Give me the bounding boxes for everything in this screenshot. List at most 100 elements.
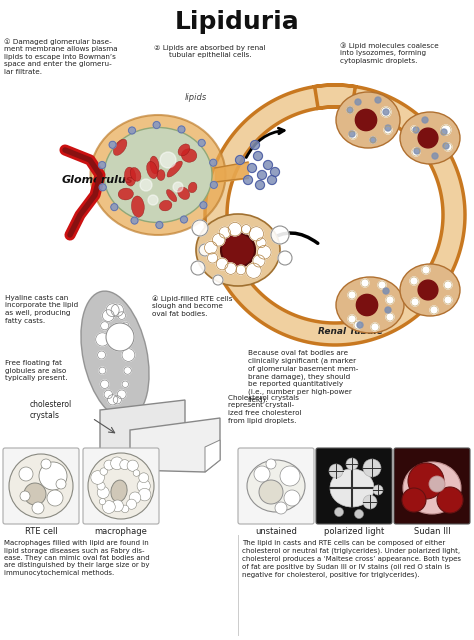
Ellipse shape (400, 264, 460, 316)
Circle shape (122, 322, 129, 330)
Ellipse shape (131, 196, 144, 217)
Circle shape (247, 163, 256, 173)
Circle shape (156, 221, 163, 228)
Circle shape (386, 296, 394, 304)
Circle shape (111, 204, 118, 211)
Ellipse shape (400, 112, 460, 164)
Ellipse shape (124, 167, 136, 186)
Text: Sudan III: Sudan III (414, 527, 450, 536)
Circle shape (408, 463, 444, 499)
Circle shape (410, 277, 418, 285)
Circle shape (99, 367, 106, 374)
Circle shape (39, 462, 67, 490)
Circle shape (257, 170, 266, 179)
Circle shape (148, 195, 158, 205)
Circle shape (192, 220, 208, 236)
Circle shape (100, 468, 108, 476)
Circle shape (41, 459, 51, 469)
Ellipse shape (336, 92, 400, 148)
Ellipse shape (166, 189, 177, 202)
Circle shape (208, 253, 218, 263)
Circle shape (356, 109, 377, 131)
Circle shape (91, 470, 104, 484)
Circle shape (106, 304, 119, 317)
Circle shape (113, 396, 121, 404)
Circle shape (422, 266, 430, 274)
Circle shape (140, 179, 152, 191)
Circle shape (181, 216, 188, 223)
Circle shape (236, 265, 246, 275)
Circle shape (228, 222, 242, 236)
Circle shape (133, 470, 140, 476)
Circle shape (371, 323, 379, 331)
Circle shape (122, 381, 128, 387)
Circle shape (104, 460, 114, 470)
Text: Hyaline casts can
incorporate the lipid
as well, producing
fatty casts.: Hyaline casts can incorporate the lipid … (5, 295, 78, 323)
Ellipse shape (91, 115, 226, 235)
Circle shape (24, 483, 46, 505)
Circle shape (355, 509, 364, 518)
Circle shape (378, 281, 386, 289)
Ellipse shape (159, 200, 172, 211)
Circle shape (370, 137, 376, 143)
Text: cholesterol
crystals: cholesterol crystals (30, 400, 72, 420)
Circle shape (418, 280, 438, 300)
Circle shape (242, 225, 251, 234)
Ellipse shape (336, 277, 404, 333)
Ellipse shape (157, 170, 165, 180)
Circle shape (88, 453, 154, 519)
Polygon shape (100, 400, 185, 460)
Circle shape (173, 182, 183, 192)
Text: ② Lipids are absorbed by renal
tubular epithelial cells.: ② Lipids are absorbed by renal tubular e… (154, 45, 266, 58)
Circle shape (104, 390, 112, 399)
Ellipse shape (330, 469, 374, 507)
Circle shape (138, 488, 151, 501)
Circle shape (96, 333, 109, 346)
Circle shape (256, 238, 266, 248)
Circle shape (110, 457, 123, 470)
Circle shape (375, 97, 381, 103)
Circle shape (137, 479, 150, 493)
Circle shape (124, 367, 131, 374)
Circle shape (418, 128, 438, 148)
Circle shape (443, 143, 449, 149)
Text: ③ Lipid molecules coalesce
into lysozomes, forming
cytoplasmic droplets.: ③ Lipid molecules coalesce into lysozome… (340, 42, 439, 63)
Text: polarized light: polarized light (324, 527, 384, 536)
Circle shape (385, 125, 391, 131)
Circle shape (108, 395, 118, 405)
Ellipse shape (104, 127, 212, 223)
Polygon shape (205, 85, 465, 345)
Circle shape (349, 131, 355, 137)
Circle shape (383, 288, 389, 294)
Circle shape (348, 315, 356, 323)
Ellipse shape (178, 187, 190, 200)
Text: Free floating fat
globules are also
typically present.: Free floating fat globules are also typi… (5, 360, 67, 381)
Circle shape (102, 500, 115, 513)
Circle shape (160, 152, 176, 168)
Circle shape (98, 351, 106, 359)
Circle shape (120, 460, 130, 470)
Circle shape (441, 125, 451, 135)
Circle shape (267, 175, 276, 184)
Circle shape (361, 279, 369, 287)
Circle shape (225, 263, 237, 275)
Circle shape (212, 234, 225, 246)
Ellipse shape (196, 214, 280, 286)
Circle shape (335, 508, 344, 516)
Circle shape (284, 490, 300, 506)
FancyBboxPatch shape (394, 448, 470, 524)
Circle shape (385, 307, 391, 313)
Circle shape (414, 148, 420, 154)
Circle shape (386, 313, 394, 321)
Circle shape (264, 161, 273, 170)
Circle shape (346, 458, 358, 470)
Circle shape (219, 227, 230, 238)
Circle shape (357, 322, 363, 328)
Circle shape (99, 184, 106, 191)
FancyBboxPatch shape (238, 448, 314, 524)
Text: Cholesterol crystals
represent crystall-
ized free cholesterol
from lipid drople: Cholesterol crystals represent crystall-… (228, 395, 301, 424)
Circle shape (200, 202, 207, 209)
Circle shape (127, 499, 137, 509)
Ellipse shape (167, 161, 182, 177)
Circle shape (355, 99, 361, 105)
